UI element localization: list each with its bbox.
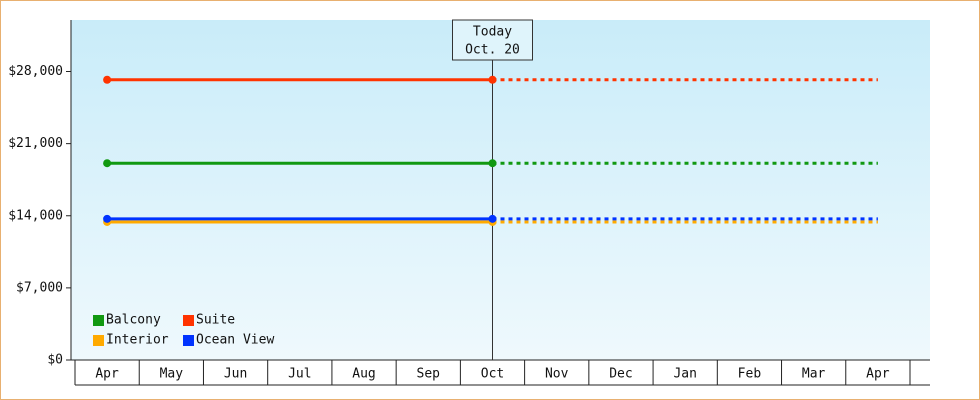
- legend-label: Balcony: [106, 313, 161, 328]
- today-label: Today: [473, 25, 512, 40]
- x-tick-label: Aug: [352, 367, 375, 382]
- point: [103, 75, 112, 84]
- legend-swatch: [93, 335, 104, 346]
- point: [488, 75, 497, 84]
- x-tick-label: Oct: [481, 367, 504, 382]
- x-tick-label: Dec: [609, 367, 632, 382]
- x-tick-label: Feb: [738, 367, 762, 382]
- x-tick-label: Nov: [545, 367, 569, 382]
- legend-swatch: [183, 315, 194, 326]
- x-tick-label: Jul: [288, 367, 311, 382]
- x-tick-label: Jun: [224, 367, 247, 382]
- point: [488, 214, 497, 223]
- x-tick-label: Apr: [95, 367, 119, 382]
- y-tick-label: $0: [47, 353, 63, 368]
- x-tick-label: Apr: [866, 367, 890, 382]
- legend-label: Ocean View: [196, 333, 274, 348]
- point: [488, 159, 497, 168]
- point: [103, 159, 112, 168]
- legend-label: Interior: [106, 333, 169, 348]
- point: [103, 214, 112, 223]
- y-tick-label: $7,000: [16, 280, 63, 295]
- today-date: Oct. 20: [465, 43, 520, 58]
- legend-swatch: [183, 335, 194, 346]
- today-box: [452, 19, 533, 61]
- x-tick-label: Jan: [673, 367, 696, 382]
- y-tick-label: $28,000: [8, 64, 63, 79]
- plot-area: [71, 20, 930, 360]
- x-tick-label: Sep: [417, 367, 441, 382]
- x-tick-label: Mar: [802, 367, 826, 382]
- y-tick-label: $14,000: [8, 208, 63, 223]
- legend-label: Suite: [196, 313, 235, 328]
- x-tick-label: May: [160, 367, 184, 382]
- y-tick-label: $21,000: [8, 136, 63, 151]
- legend-swatch: [93, 315, 104, 326]
